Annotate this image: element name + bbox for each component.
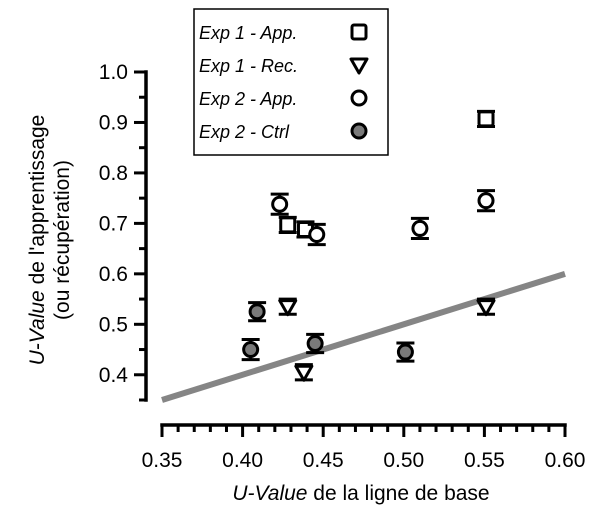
data-point — [279, 216, 297, 234]
legend-marker — [350, 89, 368, 107]
x-tick-label: 0.50 — [383, 449, 424, 472]
x-tick-label: 0.35 — [142, 449, 183, 472]
data-point — [476, 299, 496, 317]
x-axis-title-rest: de la ligne de base — [307, 482, 489, 505]
y-tick-label: 0.7 — [99, 212, 128, 235]
axes: 0.35 0.40 0.45 0.50 0.55 0.60 0.4 0.5 0.6 0.7 0.8 0… — [99, 61, 586, 472]
data-point — [242, 341, 260, 359]
reference-line-group — [161, 270, 566, 403]
legend-label: Exp 1 - App. — [199, 23, 297, 43]
data-point — [477, 192, 495, 210]
x-axis-title: U-Value de la ligne de base — [232, 482, 489, 505]
data-point — [477, 110, 495, 128]
data-points — [241, 109, 496, 382]
legend-label: Exp 2 - App. — [199, 89, 297, 109]
y-tick-label: 0.4 — [99, 364, 129, 387]
y-axis-title-italic: U-Value — [26, 290, 49, 365]
y-tick-label: 0.6 — [99, 263, 128, 286]
legend-label: Exp 2 - Ctrl — [199, 122, 290, 142]
x-tick-label: 0.40 — [222, 449, 263, 472]
data-point — [271, 195, 289, 213]
series-2 — [278, 297, 496, 382]
data-point — [248, 303, 266, 321]
y-tick-label: 0.9 — [99, 111, 128, 134]
data-point — [294, 364, 314, 382]
legend: Exp 1 - App. Exp 1 - Rec. Exp 2 - App. Exp … — [193, 8, 389, 156]
series-4 — [241, 301, 415, 363]
y-axis-title-rest: de l'apprentissage — [26, 115, 49, 291]
data-point — [411, 219, 429, 237]
y-tick-label: 0.5 — [99, 313, 128, 336]
y-tick-label: 0.8 — [99, 162, 128, 185]
legend-marker — [350, 122, 368, 140]
data-point — [396, 343, 414, 361]
x-axis-title-italic: U-Value — [232, 482, 307, 505]
x-tick-label: 0.60 — [545, 449, 586, 472]
reference-line — [161, 270, 566, 403]
data-point — [278, 299, 298, 317]
x-tick-label: 0.45 — [303, 449, 344, 472]
legend-marker — [350, 23, 368, 41]
y-axis-title: U-Value de l'apprentissage (ou récupérat… — [26, 115, 74, 366]
data-point — [308, 225, 326, 243]
data-point — [306, 334, 324, 352]
legend-marker — [349, 57, 369, 75]
y-tick-label: 1.0 — [99, 61, 128, 84]
x-tick-label: 0.55 — [464, 449, 505, 472]
legend-label: Exp 1 - Rec. — [199, 56, 298, 76]
y-axis-title-line2: (ou récupération) — [51, 160, 74, 320]
series-3 — [270, 189, 496, 247]
y-axis-title-line1: U-Value de l'apprentissage — [26, 115, 49, 366]
